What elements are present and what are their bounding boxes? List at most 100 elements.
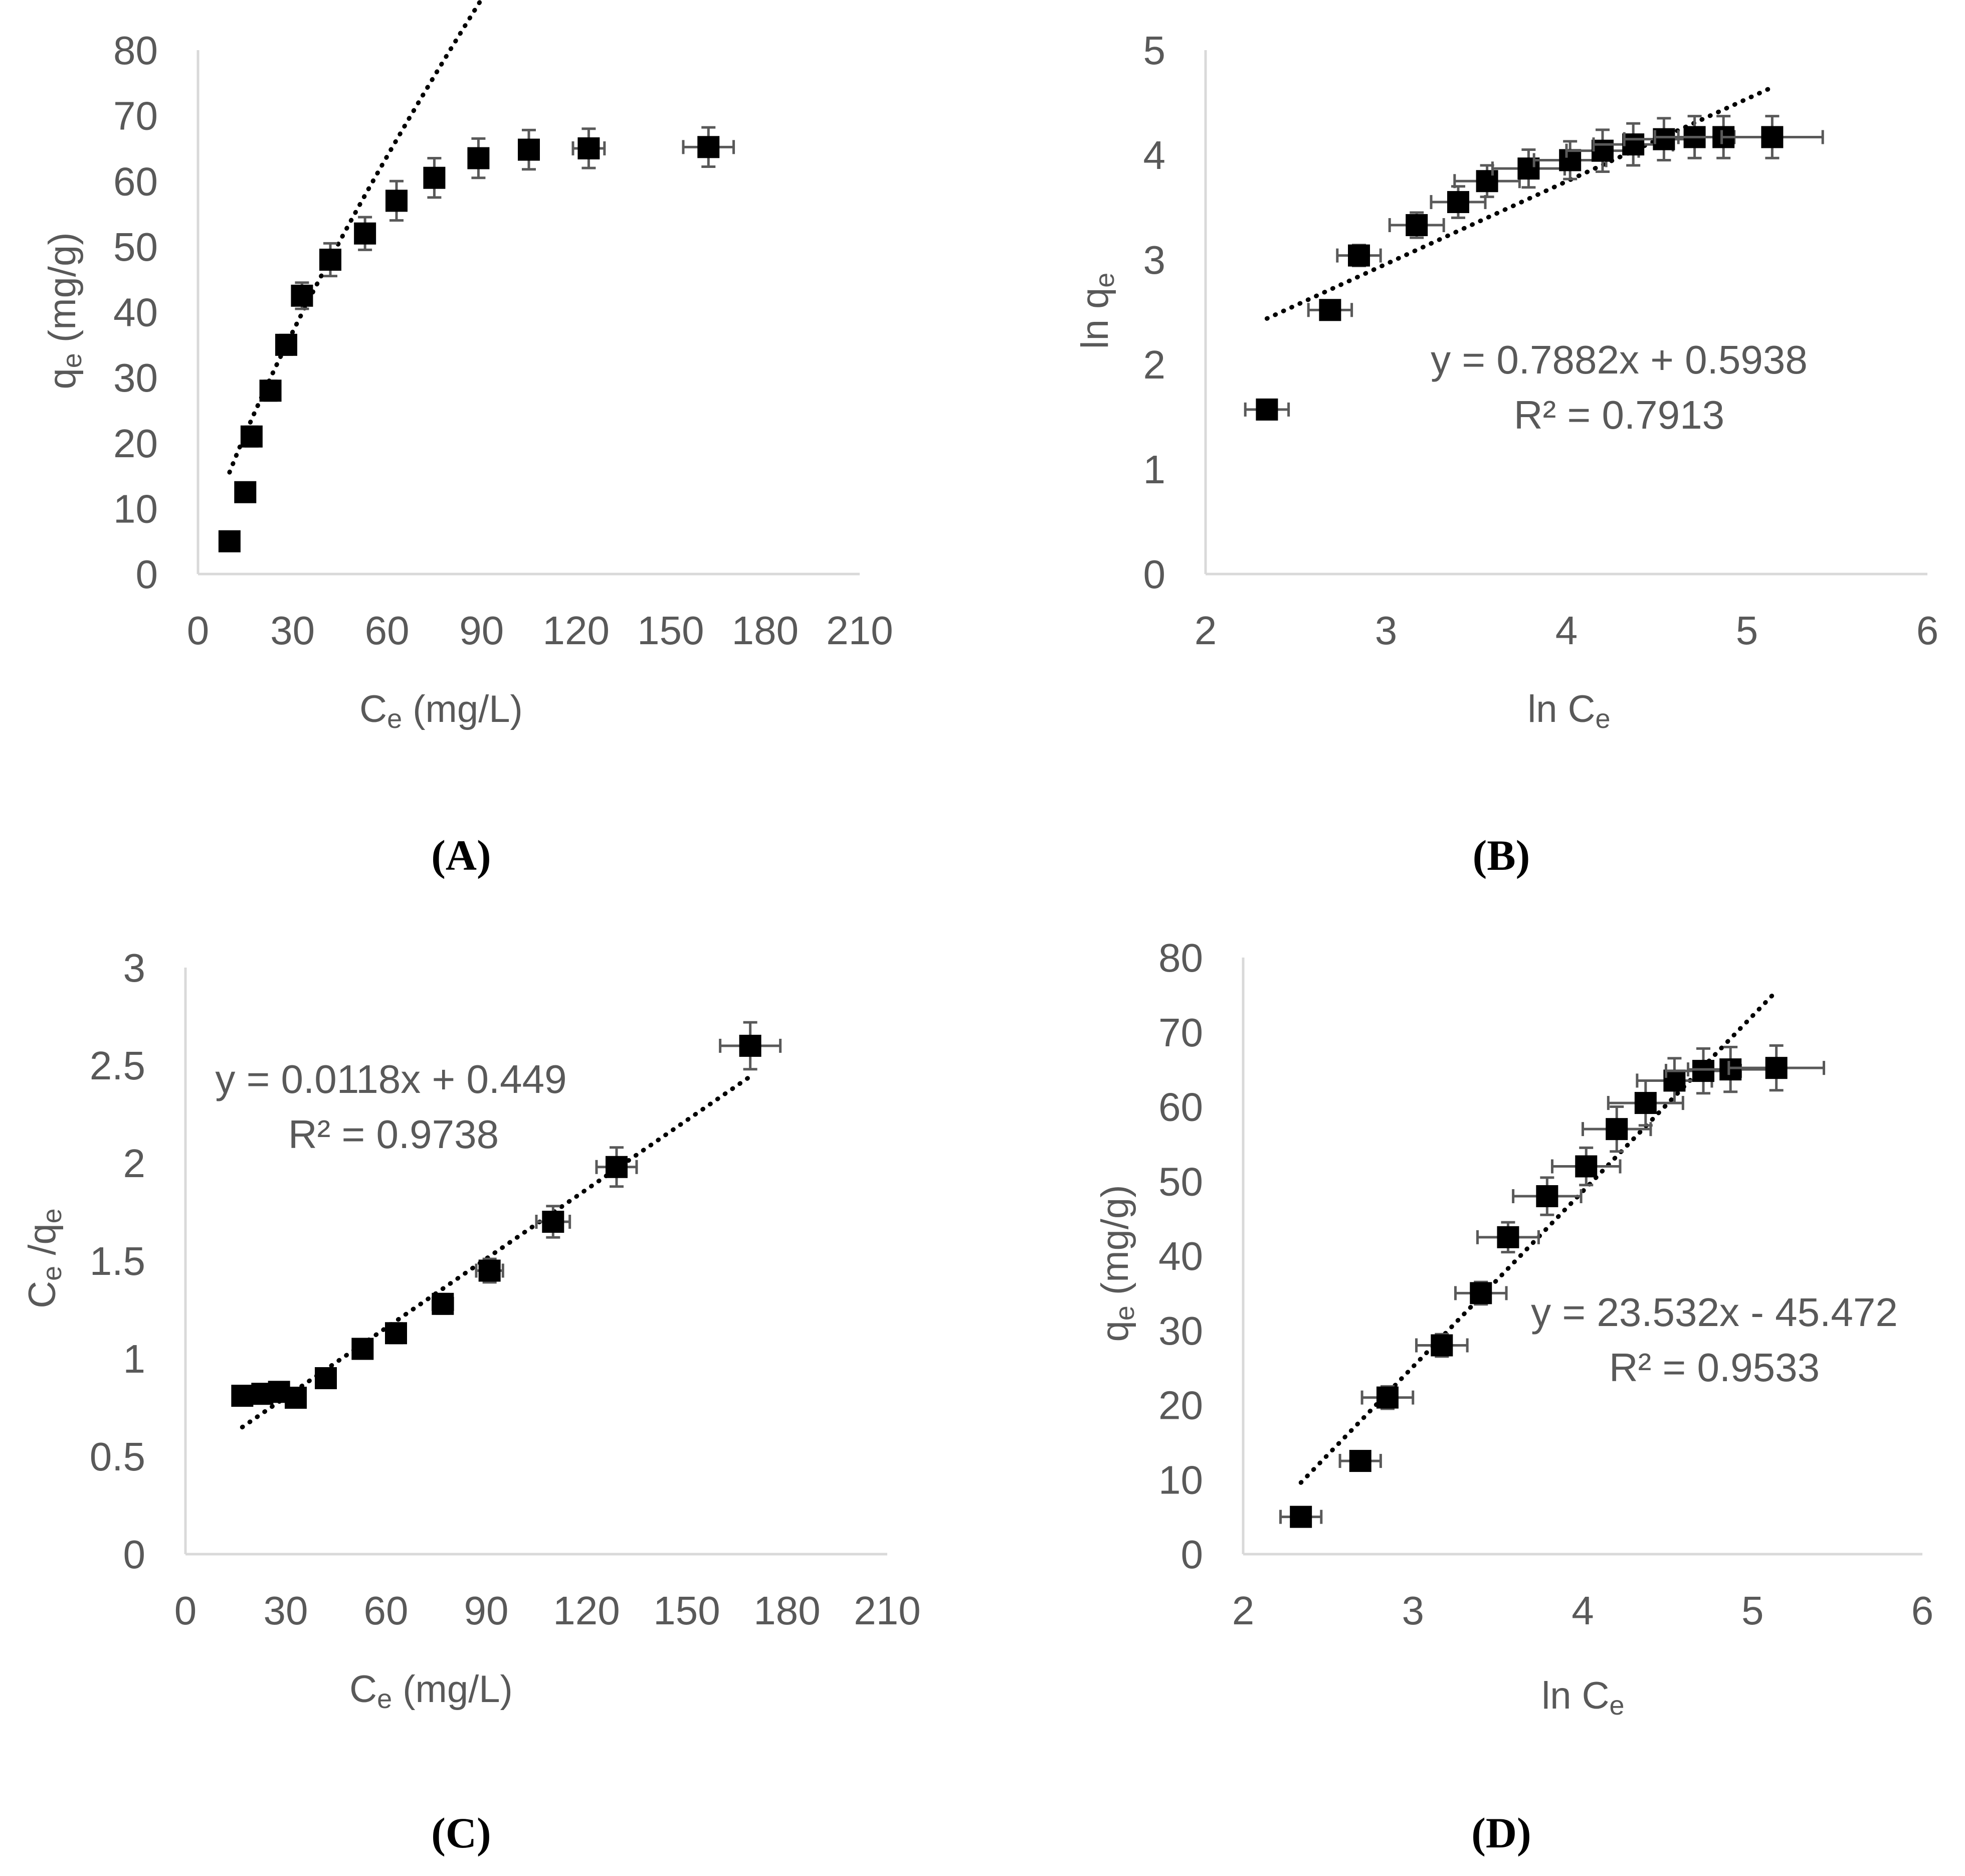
x-ticks-b: 2 3 4 5 6 (1195, 608, 1939, 653)
chart-panel-b: 2 3 4 5 6 0 1 2 3 4 5 ln Ce ln qe y = 0.7882x + 0… (1074, 28, 1938, 879)
data-point (475, 1257, 504, 1284)
square-marker (1622, 133, 1645, 156)
x-axis-title-b: ln Ce (1527, 688, 1610, 734)
square-marker (1559, 149, 1582, 171)
panel-label-d: (D) (1471, 1809, 1531, 1857)
square-marker (1634, 1092, 1657, 1114)
square-marker (1653, 128, 1675, 150)
data-point (423, 157, 446, 199)
y-ticks-d: 0 10 20 30 40 50 60 70 80 (1158, 935, 1203, 1577)
data-point (1453, 164, 1521, 199)
data-point (1551, 1146, 1622, 1187)
data-point (595, 1146, 638, 1188)
data-points-d (1279, 1044, 1826, 1528)
grid-and-axes-a (197, 50, 860, 576)
square-marker (1761, 126, 1784, 148)
square-marker (1431, 1334, 1453, 1357)
y-tick-label: 10 (113, 486, 158, 531)
y-tick-label: 4 (1143, 133, 1166, 177)
y-tick-label: 0 (1143, 552, 1166, 597)
trendline-b (1264, 85, 1775, 321)
y-tick-label: 60 (113, 159, 158, 204)
x-tick-label: 60 (365, 608, 410, 653)
data-point (218, 530, 241, 552)
data-point (1664, 1047, 1742, 1095)
equation-c: y = 0.0118x + 0.449 (215, 1057, 566, 1101)
x-tick-label: 180 (753, 1588, 820, 1633)
x-tick-label: 30 (270, 608, 315, 653)
square-marker (1497, 1226, 1519, 1248)
x-ticks-a: 0 30 60 90 120 150 180 210 (187, 608, 893, 653)
square-marker (354, 222, 376, 245)
square-marker (1765, 1057, 1788, 1079)
data-point (268, 1381, 290, 1403)
y-axis-title-a: qe (mg/g) (41, 232, 87, 389)
chart-panel-c: 0 30 60 90 120 150 180 210 0 0.5 1 1.5 2 2.5 3 Ce (mg… (21, 946, 921, 1857)
data-point (315, 1367, 337, 1389)
data-point (1279, 1506, 1323, 1528)
trendline-c (240, 1074, 753, 1430)
panel-label-a: (A) (431, 831, 491, 879)
y-tick-label: 30 (1158, 1308, 1203, 1353)
data-point (1582, 1105, 1652, 1153)
data-point (1454, 1280, 1508, 1306)
panel-label-c: (C) (431, 1809, 491, 1857)
square-marker (1470, 1282, 1492, 1304)
y-tick-label: 80 (113, 28, 158, 73)
data-point (1592, 122, 1674, 167)
x-tick-label: 210 (826, 608, 893, 653)
data-point (518, 128, 540, 171)
y-tick-label: 20 (113, 421, 158, 466)
data-point (1476, 1221, 1540, 1254)
square-marker (739, 1035, 761, 1057)
data-point (1720, 115, 1824, 159)
square-marker (432, 1292, 454, 1315)
equation-d: y = 23.532x - 45.472 (1531, 1290, 1898, 1335)
square-marker (1719, 1058, 1742, 1081)
y-ticks-c: 0 0.5 1 1.5 2 2.5 3 (90, 946, 145, 1577)
square-marker (1606, 1118, 1628, 1141)
x-tick-label: 3 (1402, 1588, 1425, 1633)
data-point (1338, 1450, 1382, 1472)
data-point (1360, 1385, 1415, 1410)
data-point (275, 333, 297, 356)
square-marker (606, 1156, 628, 1178)
data-point (1307, 299, 1353, 321)
y-ticks-b: 0 1 2 3 4 5 (1143, 28, 1166, 597)
data-point (571, 127, 606, 169)
y-tick-label: 3 (1143, 238, 1166, 282)
x-tick-label: 5 (1736, 608, 1758, 653)
square-marker (285, 1387, 307, 1409)
x-tick-label: 6 (1911, 1588, 1934, 1633)
y-tick-label: 3 (123, 946, 146, 990)
square-marker (1575, 1155, 1598, 1178)
panel-label-b: (B) (1473, 831, 1530, 879)
square-marker (423, 166, 446, 189)
data-point (351, 1338, 374, 1360)
data-point (259, 380, 282, 402)
x-tick-label: 6 (1916, 608, 1939, 653)
data-point (291, 281, 313, 310)
y-tick-label: 2 (1143, 342, 1166, 387)
y-tick-label: 0 (1181, 1532, 1204, 1577)
x-ticks-c: 0 30 60 90 120 150 180 210 (174, 1588, 921, 1633)
square-marker (1376, 1386, 1399, 1409)
y-tick-label: 1 (1143, 447, 1166, 492)
x-tick-label: 5 (1741, 1588, 1764, 1633)
square-marker (518, 138, 540, 161)
square-marker (1349, 1450, 1371, 1472)
y-tick-label: 0.5 (90, 1434, 145, 1479)
x-tick-label: 180 (732, 608, 799, 653)
data-point (234, 481, 257, 503)
data-point (1388, 211, 1445, 239)
trendline-path (240, 1074, 753, 1430)
square-marker (319, 249, 341, 271)
square-marker (1592, 139, 1614, 162)
data-point (1415, 1333, 1469, 1358)
y-tick-label: 50 (113, 225, 158, 269)
data-points-b (1244, 115, 1824, 421)
square-marker (234, 481, 257, 503)
y-tick-label: 40 (113, 290, 158, 335)
data-point (467, 137, 490, 179)
